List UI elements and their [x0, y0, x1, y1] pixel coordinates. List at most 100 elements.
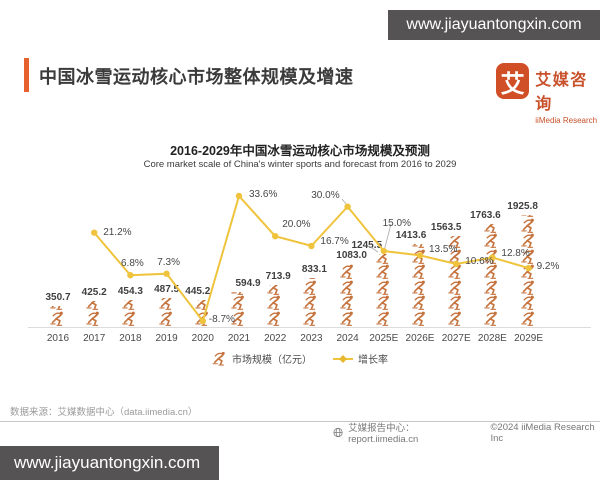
skater-icon	[411, 244, 429, 248]
skater-icon	[520, 280, 538, 295]
skater-icon	[411, 264, 429, 279]
growth-label: 15.0%	[382, 217, 411, 229]
skater-icon	[158, 311, 176, 326]
skater-icon	[339, 311, 357, 326]
skater-icon	[302, 278, 320, 280]
growth-point	[127, 271, 134, 279]
skater-icon	[266, 311, 284, 326]
copyright-text: ©2024 iiMedia Research Inc	[490, 421, 595, 444]
bar-value-label: 1925.8	[507, 200, 538, 212]
skater-icon	[447, 280, 465, 295]
skater-icon	[483, 224, 501, 233]
chart-subtitle: Core market scale of China's winter spor…	[143, 159, 457, 170]
growth-point	[308, 242, 315, 250]
bar-stack-2026E	[407, 244, 433, 326]
growth-label: 21.2%	[103, 226, 132, 238]
bar-stack-2024	[335, 264, 361, 326]
footer-divider	[0, 421, 600, 422]
growth-label: 20.0%	[282, 219, 311, 231]
skater-icon	[411, 311, 429, 326]
skater-icon	[483, 280, 501, 295]
bar-value-label: 1563.5	[430, 221, 462, 233]
chart-legend: 市场规模（亿元） 增长率	[0, 351, 600, 366]
bar-stack-2023	[298, 278, 324, 326]
legend-growth-label: 增长率	[358, 355, 388, 366]
growth-label: 30.0%	[311, 189, 340, 201]
growth-label: 6.8%	[120, 258, 144, 270]
skater-icon	[194, 300, 212, 310]
page-title: 中国冰雪运动核心市场整体规模及增速	[39, 67, 354, 87]
bar-stack-2025E	[371, 254, 397, 326]
x-tick-label: 2019	[155, 333, 178, 344]
logo-brand-cn: 艾媒咨询	[535, 72, 588, 113]
skater-icon	[375, 311, 393, 326]
skater-icon	[230, 295, 248, 310]
growth-label: 7.3%	[157, 256, 180, 268]
report-center-text: 艾媒报告中心：report.iimedia.cn	[348, 423, 419, 445]
skater-icon	[339, 280, 357, 295]
growth-label: 10.6%	[465, 255, 494, 267]
skater-icon	[49, 311, 67, 326]
legend-item-market: 市场规模（亿元）	[212, 351, 312, 366]
skater-icon	[483, 295, 501, 310]
x-tick-label: 2017	[83, 333, 106, 344]
skater-icon	[520, 264, 538, 279]
watermark-top: www.jiayuantongxin.com	[388, 10, 600, 40]
skater-icon	[520, 311, 538, 326]
skater-icon	[483, 233, 501, 248]
bar-stack-2019	[154, 298, 180, 326]
skater-icon	[411, 280, 429, 295]
x-tick-label: 2021	[227, 333, 251, 344]
skater-icon	[302, 280, 320, 295]
x-tick-label: 2026E	[405, 333, 435, 344]
x-tick-label: 2027E	[441, 333, 471, 344]
skater-icon	[520, 233, 538, 248]
data-source-note: 数据来源：艾媒数据中心（data.iimedia.cn）	[10, 407, 198, 418]
title-accent-bar	[24, 58, 29, 92]
bar-stack-2022	[262, 285, 288, 326]
watermark-bottom: www.jiayuantongxin.com	[0, 446, 219, 480]
skater-icon	[121, 311, 139, 326]
iimedia-logo: 艾 艾媒咨询 iiMedia Research	[496, 63, 600, 125]
x-tick-label: 2023	[300, 333, 323, 344]
growth-label: 12.8%	[501, 248, 530, 260]
x-tick-label: 2022	[264, 333, 287, 344]
globe-icon	[333, 427, 343, 438]
skater-icon	[520, 215, 538, 218]
skater-icon	[49, 306, 67, 311]
skater-icon	[85, 301, 103, 310]
x-tick-label: 2016	[46, 333, 70, 344]
skater-icon	[339, 295, 357, 310]
skater-icon	[375, 280, 393, 295]
x-tick-label: 2029E	[514, 333, 544, 344]
iimedia-logo-icon: 艾	[496, 63, 530, 99]
growth-label: -8.7%	[208, 313, 235, 325]
growth-label: 16.7%	[320, 235, 349, 247]
growth-point	[344, 203, 351, 210]
skater-icon	[266, 295, 284, 310]
skater-icon	[483, 311, 501, 326]
skater-icon	[121, 300, 139, 311]
growth-point	[163, 270, 170, 277]
legend-item-growth: 增长率	[332, 351, 388, 366]
skater-icon	[411, 295, 429, 310]
skater-icon	[520, 218, 538, 233]
skater-icon	[302, 295, 320, 310]
skater-icon	[520, 295, 538, 310]
growth-label: 13.5%	[429, 244, 458, 256]
growth-point	[272, 232, 279, 240]
growth-label: 33.6%	[249, 189, 278, 200]
skater-icon	[212, 351, 228, 366]
logo-brand-en: iiMedia Research	[535, 116, 598, 125]
bar-stack-2018	[117, 300, 143, 326]
growth-point	[91, 229, 98, 236]
skater-icon	[158, 298, 176, 311]
skater-icon	[375, 254, 393, 264]
x-tick-label: 2025E	[369, 333, 399, 344]
skater-icon	[230, 292, 248, 295]
bar-value-label: 350.7	[45, 291, 71, 303]
x-tick-label: 2028E	[477, 333, 507, 344]
growth-label: 9.2%	[536, 261, 560, 273]
skater-icon	[447, 311, 465, 326]
